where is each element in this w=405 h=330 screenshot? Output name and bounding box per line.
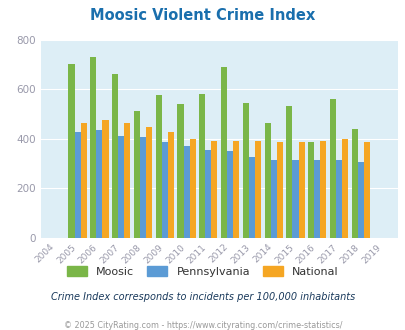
Bar bbox=[146, 127, 152, 238]
Bar bbox=[183, 146, 189, 238]
Bar bbox=[211, 141, 217, 238]
Text: Moosic Violent Crime Index: Moosic Violent Crime Index bbox=[90, 8, 315, 23]
Bar bbox=[161, 142, 167, 238]
Bar bbox=[189, 139, 195, 238]
Bar bbox=[226, 151, 232, 238]
Bar bbox=[112, 74, 118, 238]
Bar bbox=[329, 99, 335, 238]
Bar bbox=[357, 162, 363, 238]
Bar bbox=[307, 142, 313, 238]
Bar bbox=[341, 139, 347, 238]
Bar bbox=[248, 157, 254, 238]
Bar bbox=[220, 67, 226, 238]
Bar bbox=[351, 129, 357, 238]
Bar bbox=[232, 141, 239, 238]
Bar bbox=[96, 130, 102, 238]
Bar bbox=[134, 112, 140, 238]
Text: Crime Index corresponds to incidents per 100,000 inhabitants: Crime Index corresponds to incidents per… bbox=[51, 292, 354, 302]
Bar bbox=[254, 141, 260, 238]
Bar bbox=[292, 160, 298, 238]
Bar bbox=[270, 160, 276, 238]
Bar bbox=[298, 142, 304, 238]
Bar bbox=[286, 106, 292, 238]
Text: © 2025 CityRating.com - https://www.cityrating.com/crime-statistics/: © 2025 CityRating.com - https://www.city… bbox=[64, 321, 341, 330]
Bar bbox=[102, 120, 108, 238]
Bar bbox=[140, 137, 146, 238]
Bar bbox=[90, 57, 96, 238]
Bar bbox=[363, 142, 369, 238]
Bar bbox=[335, 160, 341, 238]
Bar bbox=[205, 150, 211, 238]
Bar bbox=[264, 122, 270, 238]
Bar bbox=[167, 132, 173, 238]
Bar bbox=[276, 142, 282, 238]
Bar bbox=[199, 94, 205, 238]
Bar bbox=[155, 95, 161, 238]
Legend: Moosic, Pennsylvania, National: Moosic, Pennsylvania, National bbox=[62, 261, 343, 281]
Bar bbox=[75, 132, 81, 238]
Bar bbox=[118, 136, 124, 238]
Bar bbox=[68, 64, 75, 238]
Bar bbox=[177, 104, 183, 238]
Bar bbox=[81, 122, 87, 238]
Bar bbox=[313, 160, 320, 238]
Bar bbox=[320, 141, 326, 238]
Bar bbox=[124, 122, 130, 238]
Bar bbox=[242, 103, 248, 238]
